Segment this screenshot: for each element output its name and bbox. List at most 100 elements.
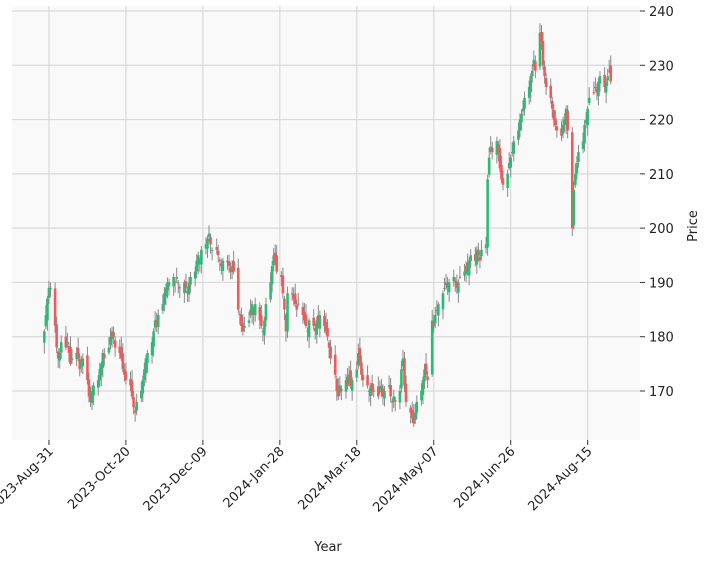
candle-body [252,309,255,315]
candle-body [172,277,175,287]
candle-body [340,389,343,391]
candle-body [323,315,326,326]
candle-body [444,282,448,286]
candle-body [383,391,386,399]
candle-body [238,313,242,315]
candle-body [424,363,428,375]
candle-body [466,262,469,272]
candle-body [89,394,92,402]
candle-body [518,119,522,131]
candle-body [66,342,69,344]
y-tick-label: 180 [649,331,674,346]
candle-body [489,146,492,152]
candle-body [595,88,599,93]
candle-body [98,369,102,381]
candle-body [250,304,254,314]
candle-body [133,410,137,413]
candle-body [453,280,457,283]
candle-body [372,390,376,392]
candle-body [592,92,596,94]
candle-body [517,130,520,140]
x-axis: 2023-Aug-31 2023-Oct-20 2023-Dec-09 2024-Ja… [0,440,595,515]
candle-body [207,233,211,237]
candle-body [296,303,300,305]
candle-body [315,320,319,335]
candle-body [187,282,191,295]
candle-body [521,108,525,112]
candle-body [587,97,591,103]
candle-body [286,293,289,332]
candle-body [474,254,477,261]
candle-body [534,61,537,71]
candle-body [398,391,402,403]
candle-body [109,336,112,345]
candle-body [53,288,57,326]
candle-body [121,353,125,370]
candle-body [49,287,52,290]
candle-body [443,287,446,289]
candle-body [86,355,89,381]
x-tick-label: 2024-May-07 [370,444,441,515]
candle-body [78,359,82,370]
candle-body [284,315,288,332]
candle-body [58,353,62,361]
candle-body [532,59,536,67]
candle-body [512,141,516,154]
candle-body [463,271,466,276]
candle-body [349,370,352,386]
candle-body [603,74,606,87]
candle-body [421,380,425,395]
candle-body [155,319,158,326]
candle-body [415,401,419,413]
x-tick-label: 2024-Mar-18 [296,444,365,513]
candle-body [59,342,63,353]
candle-body [570,132,574,229]
candle-body [457,282,460,293]
candle-body [400,369,403,389]
candle-body [538,32,542,67]
candle-body [530,70,534,77]
candle-body [350,380,354,391]
candle-body [447,282,451,293]
candle-body [81,358,85,366]
y-tick-label: 200 [649,222,674,237]
candle-body [144,358,148,374]
candle-body [566,110,569,131]
candle-body [560,128,563,136]
candle-body [358,347,362,364]
candle-body [333,354,337,375]
candle-body [43,331,46,343]
candle-body [312,317,315,326]
candle-body [230,266,234,273]
candle-body [437,304,440,316]
candle-body [150,342,154,356]
x-tick-label: 2023-Dec-09 [141,444,211,514]
y-tick-label: 220 [649,114,674,129]
candle-body [423,369,426,382]
candle-body [146,353,149,364]
candle-body [455,281,459,288]
candle-body [458,276,462,278]
candle-body [301,306,305,315]
candle-body [335,378,339,391]
candle-body [229,267,232,272]
candle-body [338,385,342,393]
candle-body [241,323,245,332]
candle-body [507,163,511,168]
candle-body [430,320,434,375]
x-tick-label: 2023-Oct-20 [65,444,133,512]
candle-body [132,396,135,408]
candle-body [477,249,480,256]
candle-body [135,401,138,411]
candle-body [520,114,523,123]
candle-body [607,70,611,72]
x-tick-label: 2023-Aug-31 [0,444,57,514]
candle-body [584,119,588,124]
candle-body [161,304,165,311]
candle-body [215,247,219,250]
candle-body [164,287,168,297]
candle-body [377,386,380,397]
candle-body [303,311,306,321]
candle-body [387,385,391,387]
candle-body [327,342,331,348]
